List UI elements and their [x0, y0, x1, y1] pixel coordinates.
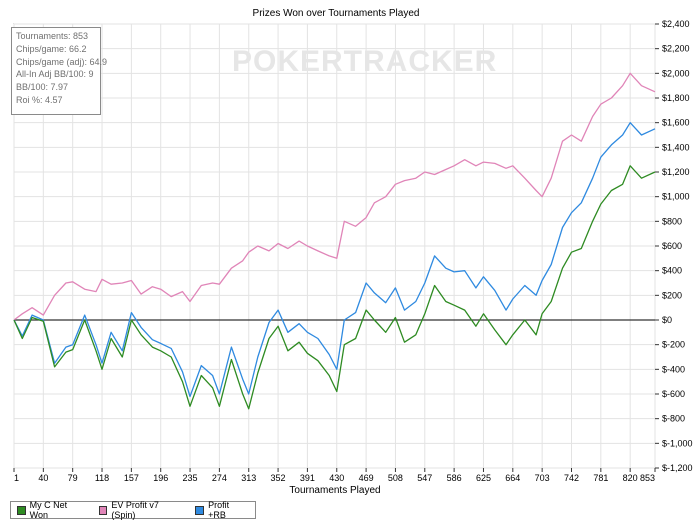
x-tick-label: 664: [505, 473, 520, 483]
legend-item-ev-profit[interactable]: EV Profit v7 (Spin): [98, 500, 182, 520]
legend-swatch-profit-rb: [195, 505, 205, 515]
legend-label-ev-profit: EV Profit v7 (Spin): [111, 500, 159, 520]
x-tick-label: 313: [241, 473, 256, 483]
legend-label-net-won: My C Net Won: [29, 500, 68, 520]
x-axis-ticks: 1 40 79 118 157 196 235 274 313 352 391 430 469 508 54…: [13, 468, 656, 483]
y-tick-label: $400: [662, 266, 682, 276]
x-tick-label: 196: [153, 473, 168, 483]
x-tick-label: 853: [640, 473, 655, 483]
x-tick-label: 79: [68, 473, 78, 483]
x-tick-label: 508: [388, 473, 403, 483]
legend-item-net-won[interactable]: My C Net Won: [17, 500, 85, 520]
x-tick-label: 274: [212, 473, 227, 483]
y-tick-label: $2,000: [662, 68, 690, 78]
x-tick-label: 391: [300, 473, 315, 483]
series-line-my-c-net-won: [13, 165, 656, 410]
stat-chips-per-game-adj: Chips/game (adj): 64.9: [16, 56, 108, 67]
chart-title: Prizes Won over Tournaments Played: [253, 8, 420, 19]
y-tick-label: $1,800: [662, 93, 690, 103]
series-group: [13, 72, 656, 410]
y-axis-ticks: $-1,200 $-1,000 $-800 $-600 $-400 $-200 $0 $200…: [655, 19, 693, 473]
stat-chips-per-game: Chips/game: 66.2: [16, 43, 87, 54]
x-axis-label: Tournaments Played: [289, 485, 380, 496]
y-tick-label: $-1,200: [662, 463, 693, 473]
y-tick-label: $-200: [662, 340, 685, 350]
x-tick-label: 469: [359, 473, 374, 483]
legend-item-profit-rb[interactable]: Profit +RB: [195, 500, 247, 520]
stat-tournaments: Tournaments: 853: [16, 31, 89, 41]
legend-swatch-ev-profit: [98, 505, 108, 515]
x-tick-label: 820: [623, 473, 638, 483]
x-tick-label: 703: [535, 473, 550, 483]
stat-bb100: BB/100: 7.97: [16, 82, 69, 93]
y-tick-label: $600: [662, 241, 682, 251]
y-tick-label: $-400: [662, 364, 685, 374]
series-line-profit-rb: [13, 122, 656, 398]
y-tick-label: $1,600: [662, 118, 690, 128]
y-tick-label: $2,400: [662, 19, 690, 29]
x-tick-label: 40: [38, 473, 48, 483]
x-tick-label: 1: [14, 473, 19, 483]
x-tick-label: 157: [124, 473, 139, 483]
legend-swatch-net-won: [17, 505, 26, 515]
y-tick-label: $2,200: [662, 44, 690, 54]
y-tick-label: $800: [662, 216, 682, 226]
legend-label-profit-rb: Profit +RB: [208, 500, 230, 520]
y-tick-label: $1,200: [662, 167, 690, 177]
stats-box: Tournaments: 853 Chips/game: 66.2 Chips/…: [11, 27, 108, 115]
stat-allin-adj-bb100: All-In Adj BB/100: 9: [16, 69, 94, 80]
x-tick-label: 235: [183, 473, 198, 483]
x-tick-label: 430: [329, 473, 344, 483]
x-tick-label: 586: [447, 473, 462, 483]
y-tick-label: $-1,000: [662, 438, 693, 448]
y-tick-label: $0: [662, 315, 672, 325]
y-tick-label: $1,400: [662, 142, 690, 152]
y-tick-label: $-600: [662, 389, 685, 399]
y-tick-label: $-800: [662, 414, 685, 424]
y-tick-label: $200: [662, 290, 682, 300]
stat-roi: Roi %: 4.57: [16, 94, 63, 105]
x-tick-label: 781: [593, 473, 608, 483]
x-tick-label: 547: [417, 473, 432, 483]
series-line-ev-profit-v7-spin: [13, 72, 656, 321]
x-tick-label: 118: [95, 473, 109, 483]
x-tick-label: 352: [271, 473, 286, 483]
x-tick-label: 742: [564, 473, 579, 483]
x-tick-label: 625: [476, 473, 491, 483]
y-tick-label: $1,000: [662, 192, 690, 202]
watermark-logo: POKERTRACKER: [232, 45, 498, 78]
chart-legend: My C Net Won EV Profit v7 (Spin) Profit …: [10, 500, 256, 520]
